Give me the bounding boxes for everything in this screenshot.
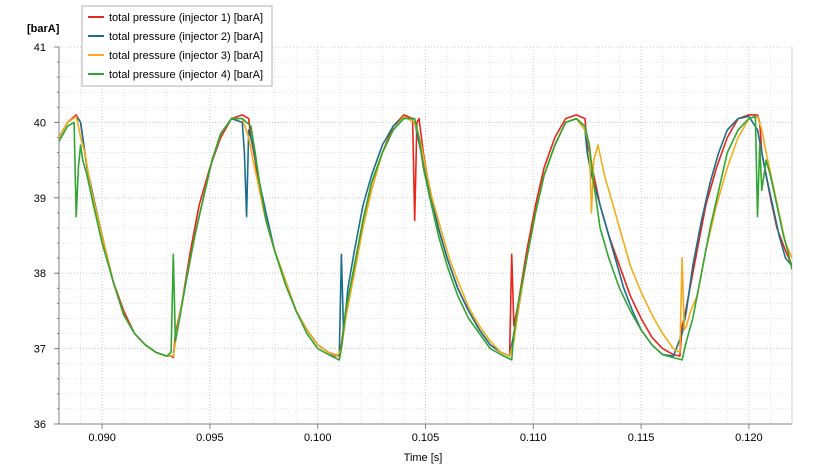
legend-label: total pressure (injector 4) [barA] [109,69,263,81]
x-tick-label: 0.120 [735,432,763,444]
legend: total pressure (injector 1) [barA] total … [81,5,273,87]
x-tick-label: 0.115 [628,432,655,444]
legend-label: total pressure (injector 1) [barA] [109,12,263,24]
legend-label: total pressure (injector 2) [barA] [109,31,263,43]
y-tick-label: 41 [34,42,46,54]
x-tick-label: 0.110 [520,432,547,444]
series-lines [59,114,792,361]
y-tick-label: 40 [34,117,46,129]
y-tick-label: 39 [34,193,46,205]
y-tick-label: 36 [34,419,46,431]
legend-label: total pressure (injector 3) [barA] [109,50,263,62]
series-line-injector-4 [59,115,792,361]
y-axis-unit-label: [barA] [27,23,60,35]
plot-area [59,47,792,424]
y-tick-label: 38 [34,268,46,280]
grid [58,46,793,425]
x-tick-label: 0.090 [88,432,116,444]
y-tick-label: 37 [34,344,46,356]
axes: 36 37 38 39 40 41 0.090 0.095 0.100 0.105 0.110 0.1… [34,42,793,444]
x-axis-title: Time [s] [404,452,443,464]
x-tick-label: 0.100 [304,432,332,444]
legend-box [81,5,273,87]
x-tick-label: 0.105 [412,432,440,444]
x-tick-label: 0.095 [196,432,224,444]
